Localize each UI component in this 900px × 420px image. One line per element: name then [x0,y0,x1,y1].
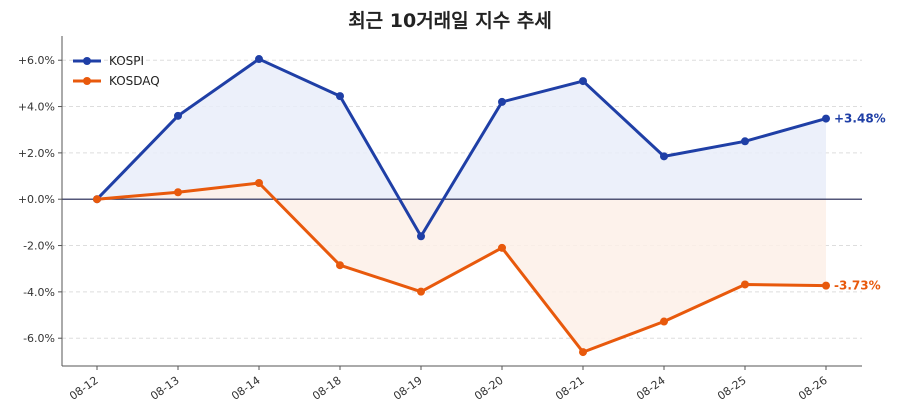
y-tick-label: +0.0% [18,193,55,206]
x-tick-label: 08-26 [796,374,830,403]
y-tick-label: +6.0% [18,54,55,67]
y-tick-label: +4.0% [18,101,55,114]
end-value-label-kosdaq: -3.73% [834,279,881,293]
y-tick-label: -4.0% [23,286,55,299]
y-tick-label: -2.0% [23,240,55,253]
data-point-kosdaq [741,280,749,289]
x-tick-label: 08-14 [229,374,263,403]
data-point-kosdaq [336,261,344,270]
end-value-label-kospi: +3.48% [834,112,886,126]
series-fill-kosdaq [97,182,826,353]
data-point-kosdaq [174,188,182,197]
data-point-kospi [822,114,830,123]
x-tick-label: 08-12 [67,374,101,403]
data-point-kospi [741,137,749,146]
y-tick-label: -6.0% [23,332,55,345]
data-point-kospi [174,111,182,120]
data-point-kospi [336,92,344,101]
data-point-kospi [498,97,506,106]
data-point-kospi [417,232,425,241]
x-tick-label: 08-13 [148,374,182,403]
x-tick-label: 08-20 [472,374,506,403]
data-point-kospi [255,55,263,64]
x-tick-label: 08-25 [715,374,749,403]
y-tick-label: +2.0% [18,147,55,160]
data-point-kosdaq [255,178,263,187]
legend-swatch-marker [83,57,91,65]
data-point-kosdaq [822,281,830,290]
chart-title: 최근 10거래일 지수 추세 [348,10,552,32]
series-fill-kospi [97,59,826,237]
x-tick-label: 08-21 [553,374,587,403]
legend-swatch-marker [83,77,91,85]
x-tick-label: 08-18 [310,374,344,403]
series-line-kosdaq [96,181,827,354]
data-point-kosdaq [498,243,506,252]
data-point-kosdaq [417,287,425,296]
series-line-kospi [95,57,827,238]
data-point-kospi [579,77,587,86]
data-point-kosdaq [660,317,668,326]
data-point-kosdaq [579,348,587,357]
data-point-kospi [660,152,668,161]
legend-label: KOSPI [109,54,144,68]
legend-label: KOSDAQ [109,74,160,88]
x-tick-label: 08-19 [391,374,425,403]
x-tick-label: 08-24 [634,374,668,403]
data-point-kosdaq [93,195,101,204]
